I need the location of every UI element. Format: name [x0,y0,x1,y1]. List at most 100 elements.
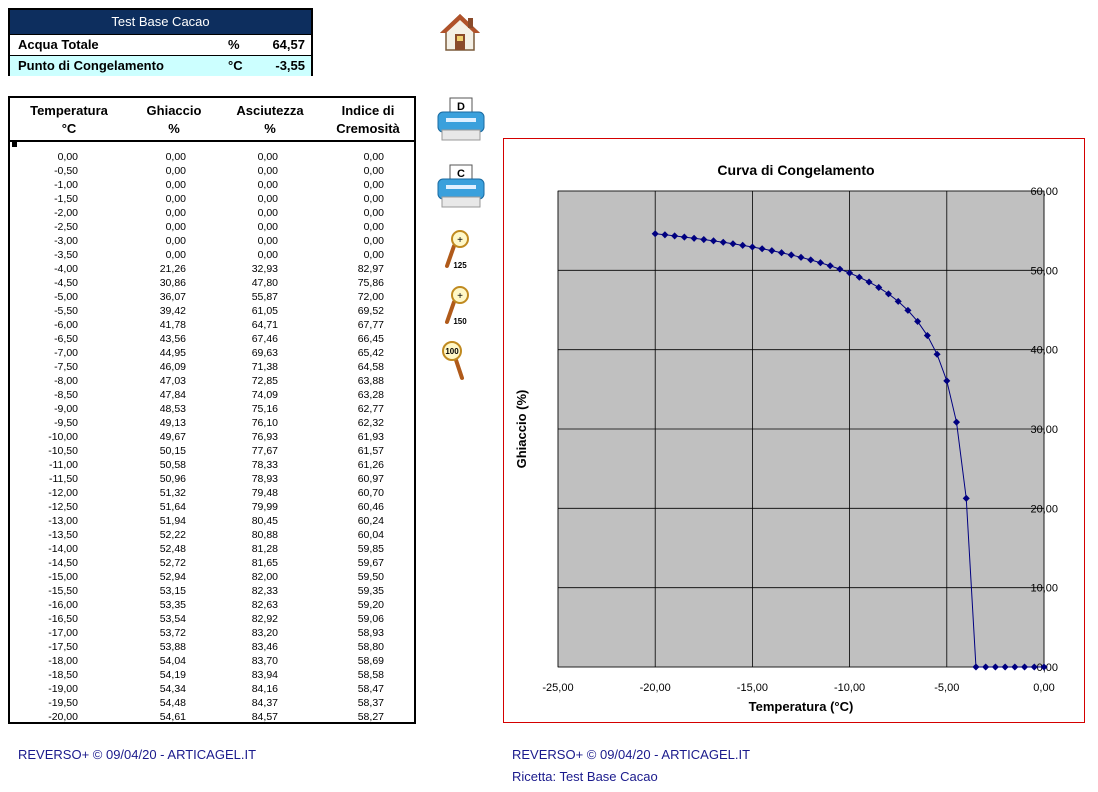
zoom-150-button[interactable]: + 150 [442,284,476,333]
freezing-curve-chart: Curva di Congelamento -25,00 -20,00 -15,00… [514,162,1058,714]
table-cell: 75,16 [251,403,278,415]
printer-icon: D [437,97,485,141]
table-cell: 75,86 [357,277,384,289]
table-cell: 49,13 [159,417,186,429]
table-cell: 0,00 [165,179,186,191]
svg-text:+: + [457,235,463,246]
table-cell: 54,48 [159,697,186,709]
print-d-label: D [457,101,465,113]
home-button[interactable] [440,12,480,59]
table-cell: 51,64 [159,501,186,513]
data-point [709,237,718,245]
table-row: -15,00 52,94 82,00 59,50 [10,570,414,584]
table-cell: 64,71 [251,319,278,331]
table-cell: 0,00 [363,221,384,233]
column-header-ice: Ghiaccio% [146,103,202,136]
table-cell: -2,00 [54,207,78,219]
table-cell: 0,00 [363,179,384,191]
zoom-125-button[interactable]: + 125 [442,228,476,277]
table-cell: 44,95 [159,347,186,359]
print-c-button[interactable]: C [436,163,488,216]
table-cell: 76,93 [251,431,278,443]
data-point [778,249,786,257]
zoom-125-label: 125 [453,261,467,270]
table-row: -9,50 49,13 76,10 62,32 [10,416,414,430]
table-row: -1,00 0,00 0,00 0,00 [10,178,414,192]
data-point [797,253,805,261]
table-cell: 50,15 [159,445,186,457]
table-row: -15,50 53,15 82,33 59,35 [10,584,414,598]
table-cell: 84,16 [251,683,278,695]
table-cell: -9,50 [54,417,78,429]
summary-title: Test Base Cacao [10,10,311,35]
zoom-150-label: 150 [453,317,467,326]
magnifier-icon: 100 [442,341,464,380]
table-cell: -12,50 [48,501,78,513]
table-cell: -16,00 [48,599,78,611]
table-cell: -4,00 [54,263,78,275]
table-cell: -17,00 [48,627,78,639]
table-cell: 61,26 [357,459,384,471]
table-cell: -5,00 [54,291,78,303]
print-c-label: C [457,168,465,180]
table-cell: 52,94 [159,571,186,583]
table-cell: 82,92 [251,613,278,625]
data-point [952,418,961,426]
table-cell: 0,00 [257,151,278,163]
table-cell: 0,00 [257,207,278,219]
table-cell: 63,88 [357,375,384,387]
table-cell: -18,00 [48,655,78,667]
table-cell: 58,93 [357,627,384,639]
table-cell: 0,00 [165,235,186,247]
footer-right: REVERSO+ © 09/04/20 - ARTICAGEL.IT [512,747,751,762]
table-cell: 53,88 [159,641,186,653]
data-point [991,663,999,671]
table-row: -2,50 0,00 0,00 0,00 [10,220,414,234]
table-cell: 36,07 [159,291,186,303]
table-cell: 0,00 [363,165,384,177]
print-d-button[interactable]: D [436,96,488,149]
selection-handle[interactable] [12,142,17,147]
table-cell: 77,67 [251,445,278,457]
table-cell: 54,34 [159,683,186,695]
table-cell: 58,80 [357,641,384,653]
table-row: -16,50 53,54 82,92 59,06 [10,612,414,626]
data-point [651,230,659,238]
table-cell: 47,80 [251,277,278,289]
table-cell: 80,88 [251,529,278,541]
table-cell: 0,00 [165,207,186,219]
data-point [962,494,970,502]
x-tick-label: -15,00 [737,682,768,694]
table-row: -10,50 50,15 77,67 61,57 [10,444,414,458]
table-row: -4,50 30,86 47,80 75,86 [10,276,414,290]
table-row: -12,50 51,64 79,99 60,46 [10,500,414,514]
table-cell: 53,72 [159,627,186,639]
table-cell: 59,85 [357,543,384,555]
table-row: -14,00 52,48 81,28 59,85 [10,542,414,556]
data-point [739,241,747,249]
table-cell: 84,37 [251,697,278,709]
table-header: Temperatura °C Ghiaccio% Asciutezza% Indi… [10,98,414,142]
table-row: -8,00 47,03 72,85 63,88 [10,374,414,388]
table-cell: 78,33 [251,459,278,471]
table-cell: -7,00 [54,347,78,359]
table-cell: 52,22 [159,529,186,541]
table-cell: 79,48 [251,487,278,499]
table-cell: 69,52 [357,305,384,317]
table-row: -6,50 43,56 67,46 66,45 [10,332,414,346]
table-cell: -10,00 [48,431,78,443]
table-row: -5,50 39,42 61,05 69,52 [10,304,414,318]
table-cell: 60,24 [357,515,384,527]
table-cell: 21,26 [159,263,186,275]
table-cell: 59,50 [357,571,384,583]
data-point [671,232,679,240]
table-cell: 53,54 [159,613,186,625]
data-point [943,377,951,385]
table-cell: 83,70 [251,655,278,667]
table-cell: 78,93 [251,473,278,485]
table-cell: -20,00 [48,711,78,723]
table-row: -0,50 0,00 0,00 0,00 [10,164,414,178]
data-point [680,233,688,241]
zoom-100-button[interactable]: 100 [440,340,474,389]
table-cell: 58,69 [357,655,384,667]
